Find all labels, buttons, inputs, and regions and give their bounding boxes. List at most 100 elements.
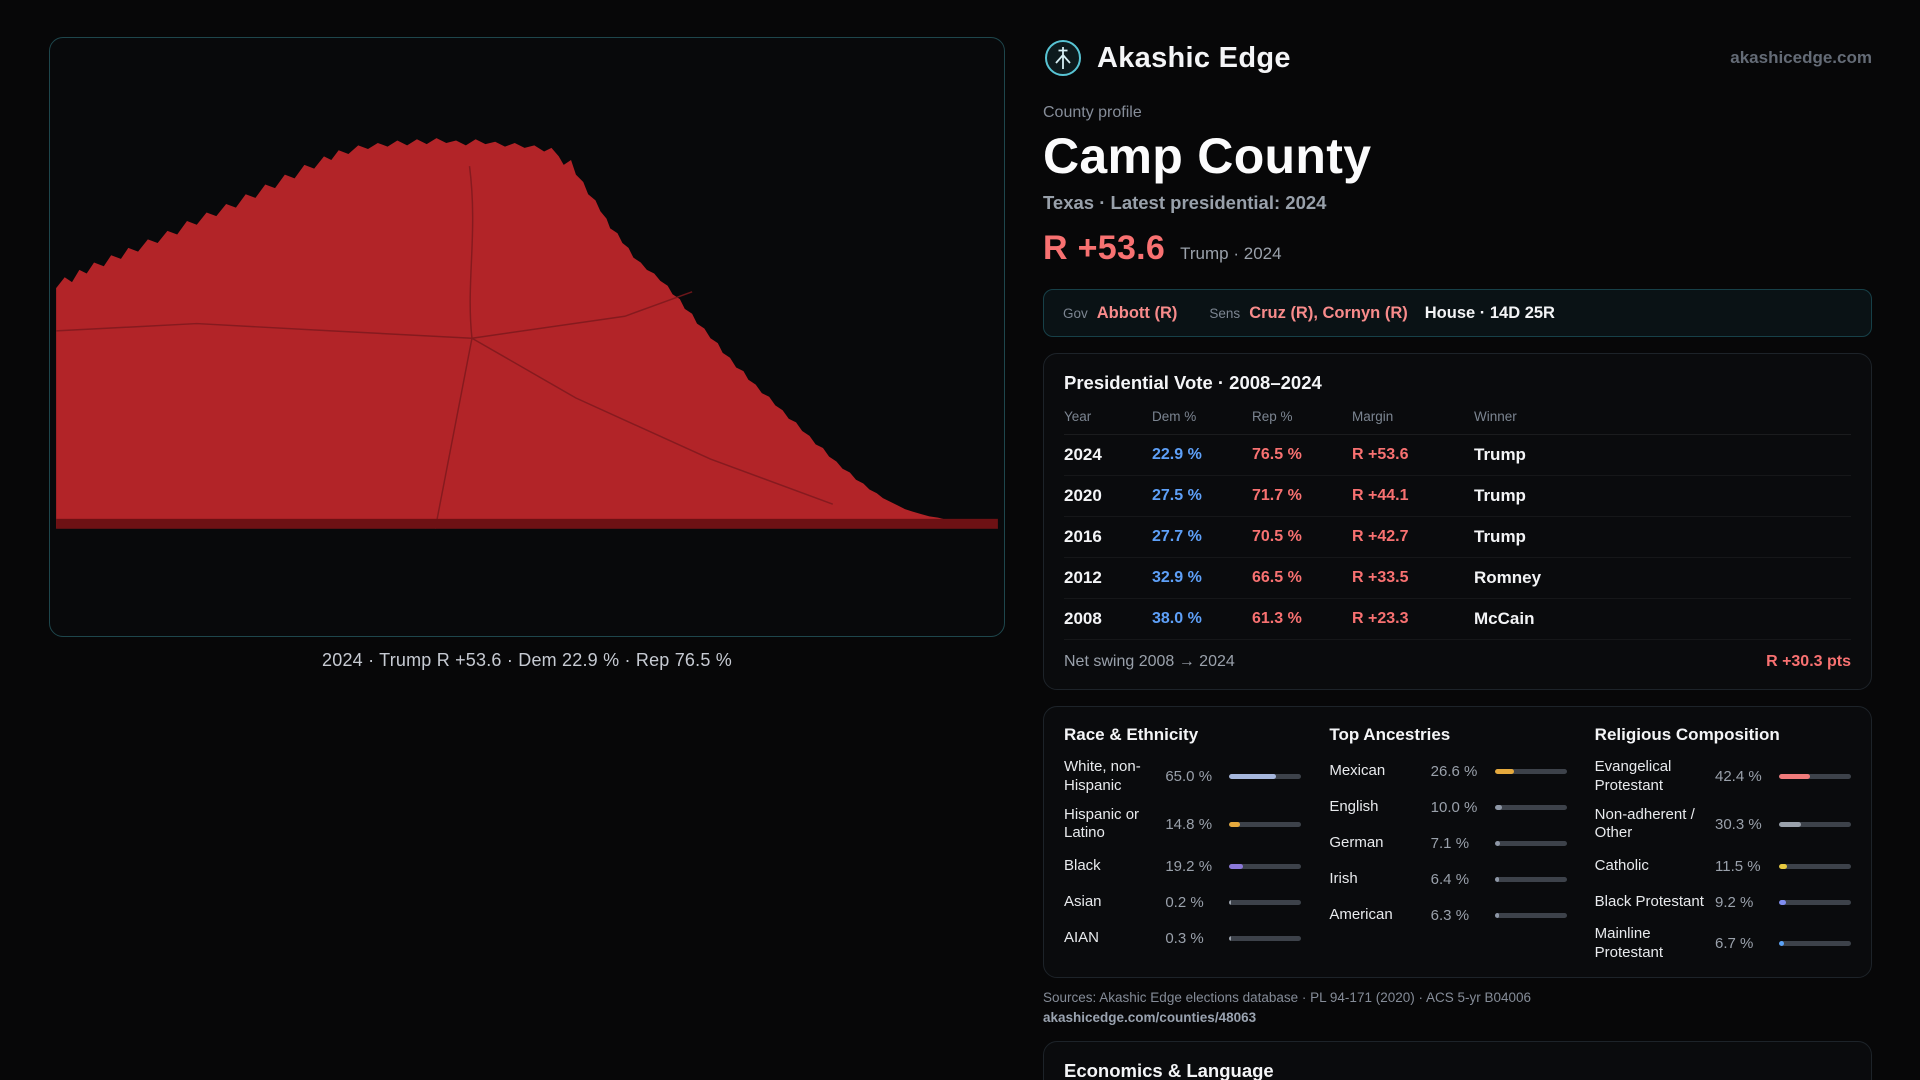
demo-label: Irish <box>1329 869 1358 887</box>
county-shape <box>56 138 998 529</box>
table-row: 2020 27.5 % 71.7 % R +44.1 Trump <box>1064 476 1851 517</box>
cell-dem: 27.7 % <box>1152 528 1202 545</box>
demo-value: 30.3 % <box>1715 815 1762 833</box>
demo-value: 6.4 % <box>1430 870 1470 888</box>
demo-value: 0.3 % <box>1165 929 1204 947</box>
county-map-panel <box>49 37 1005 637</box>
demo-label: Mexican <box>1329 761 1386 779</box>
demo-row: Asian 0.2 % <box>1064 889 1302 915</box>
demo-label: German <box>1329 833 1384 851</box>
demo-label: AIAN <box>1064 928 1100 946</box>
demo-value: 0.2 % <box>1165 893 1204 911</box>
cell-rep: 61.3 % <box>1252 610 1302 627</box>
demo-value: 65.0 % <box>1165 768 1213 786</box>
presidential-vote-panel: Presidential Vote · 2008–2024 Year Dem %… <box>1043 353 1872 690</box>
demo-row: Mainline Protestant 6.7 % <box>1595 925 1851 963</box>
demo-label: Non-adherent / Other <box>1594 805 1695 842</box>
demo-row: Non-adherent / Other 30.3 % <box>1595 806 1851 844</box>
table-row: 2024 22.9 % 76.5 % R +53.6 Trump <box>1064 435 1851 476</box>
demo-value: 10.0 % <box>1430 798 1478 816</box>
demo-bar <box>1494 840 1567 846</box>
cell-winner: Trump <box>1474 445 1526 464</box>
demo-bar <box>1779 899 1851 905</box>
cell-winner: Trump <box>1474 486 1526 505</box>
cell-margin: R +53.6 <box>1352 446 1409 463</box>
demo-row: White, non-Hispanic 65.0 % <box>1064 758 1302 796</box>
demo-row: Irish 6.4 % <box>1329 866 1567 892</box>
gov-label: Gov <box>1063 305 1088 321</box>
brand-name: Akashic Edge <box>1097 41 1291 74</box>
cell-dem: 27.5 % <box>1152 487 1202 504</box>
demographics-panel: Race & Ethnicity White, non-Hispanic 65.… <box>1043 706 1872 978</box>
cell-margin: R +23.3 <box>1352 610 1409 627</box>
margin-headline-row: R +53.6 Trump · 2024 <box>1043 229 1872 268</box>
race-ethnicity-title: Race & Ethnicity <box>1064 725 1199 744</box>
economics-language-title: Economics & Language <box>1064 1059 1274 1080</box>
demo-row: American 6.3 % <box>1329 902 1567 928</box>
net-swing-row: Net swing 2008 → 2024 R +30.3 pts <box>1064 640 1851 671</box>
col-winner: Winner <box>1474 409 1517 424</box>
county-permalink[interactable]: akashicedge.com/counties/48063 <box>1043 1009 1257 1025</box>
demo-label: English <box>1329 797 1379 815</box>
demo-bar <box>1494 876 1567 882</box>
demo-label: White, non-Hispanic <box>1064 758 1141 794</box>
demo-value: 19.2 % <box>1165 857 1213 875</box>
demo-value: 6.3 % <box>1430 906 1470 924</box>
cell-winner: Trump <box>1474 527 1526 546</box>
demo-row: German 7.1 % <box>1329 830 1567 856</box>
demo-bar <box>1779 941 1851 947</box>
top-ancestries-column: Top Ancestries Mexican 26.6 % English 10… <box>1329 725 1567 963</box>
cell-year: 2016 <box>1064 527 1102 546</box>
county-map[interactable] <box>50 38 1004 636</box>
cell-dem: 38.0 % <box>1152 610 1202 627</box>
demo-bar <box>1779 774 1851 780</box>
demo-label: Hispanic or Latino <box>1064 805 1140 842</box>
demo-value: 11.5 % <box>1715 857 1761 875</box>
officials-bar: Gov Abbott (R) Sens Cruz (R), Cornyn (R)… <box>1043 289 1872 337</box>
vote-table-header: Year Dem % Rep % Margin Winner <box>1064 409 1851 435</box>
cell-rep: 70.5 % <box>1252 528 1302 545</box>
county-roads <box>56 166 834 529</box>
sources-line: Sources: Akashic Edge elections database… <box>1043 989 1532 1005</box>
cell-margin: R +33.5 <box>1352 569 1409 586</box>
demo-value: 7.1 % <box>1430 834 1470 852</box>
cell-rep: 66.5 % <box>1252 569 1302 586</box>
demo-value: 6.7 % <box>1715 935 1754 953</box>
demo-value: 42.4 % <box>1715 768 1762 786</box>
county-profile-column: Akashic Edge akashicedge.com County prof… <box>1043 0 1872 1080</box>
demo-bar <box>1779 821 1851 827</box>
demo-bar <box>1229 899 1302 905</box>
top-ancestries-title: Top Ancestries <box>1329 725 1451 744</box>
sens-value: Cruz (R), Cornyn (R) <box>1249 303 1408 322</box>
religious-composition-column: Religious Composition Evangelical Protes… <box>1595 725 1851 963</box>
demo-row: Evangelical Protestant 42.4 % <box>1595 758 1851 796</box>
demo-value: 9.2 % <box>1715 893 1754 911</box>
demo-row: Black Protestant 9.2 % <box>1595 889 1851 915</box>
presidential-vote-title: Presidential Vote · 2008–2024 <box>1064 372 1322 393</box>
cell-rep: 71.7 % <box>1252 487 1302 504</box>
race-ethnicity-column: Race & Ethnicity White, non-Hispanic 65.… <box>1064 725 1302 963</box>
cell-year: 2020 <box>1064 486 1102 505</box>
house-value: House · 14D 25R <box>1424 303 1555 322</box>
county-title: Camp County <box>1043 128 1372 184</box>
demo-value: 26.6 % <box>1430 762 1478 780</box>
brand-site-link[interactable]: akashicedge.com <box>1730 48 1872 67</box>
cell-winner: Romney <box>1474 568 1542 587</box>
demo-label: Asian <box>1064 892 1102 910</box>
col-rep: Rep % <box>1252 409 1293 424</box>
net-swing-label: Net swing 2008 → 2024 <box>1064 653 1235 670</box>
net-swing-value: R +30.3 pts <box>1766 653 1851 670</box>
col-margin: Margin <box>1352 409 1394 424</box>
col-year: Year <box>1064 409 1092 424</box>
demo-row: AIAN 0.3 % <box>1064 925 1302 951</box>
demo-label: Catholic <box>1594 856 1649 874</box>
profile-eyebrow: County profile <box>1043 104 1142 121</box>
demo-row: Catholic 11.5 % <box>1595 853 1851 879</box>
demo-row: Black 19.2 % <box>1064 853 1302 879</box>
cell-dem: 32.9 % <box>1152 569 1202 586</box>
demo-label: American <box>1329 905 1393 923</box>
cell-year: 2012 <box>1064 568 1102 587</box>
demo-row: Hispanic or Latino 14.8 % <box>1064 805 1302 844</box>
demo-bar <box>1779 863 1851 869</box>
